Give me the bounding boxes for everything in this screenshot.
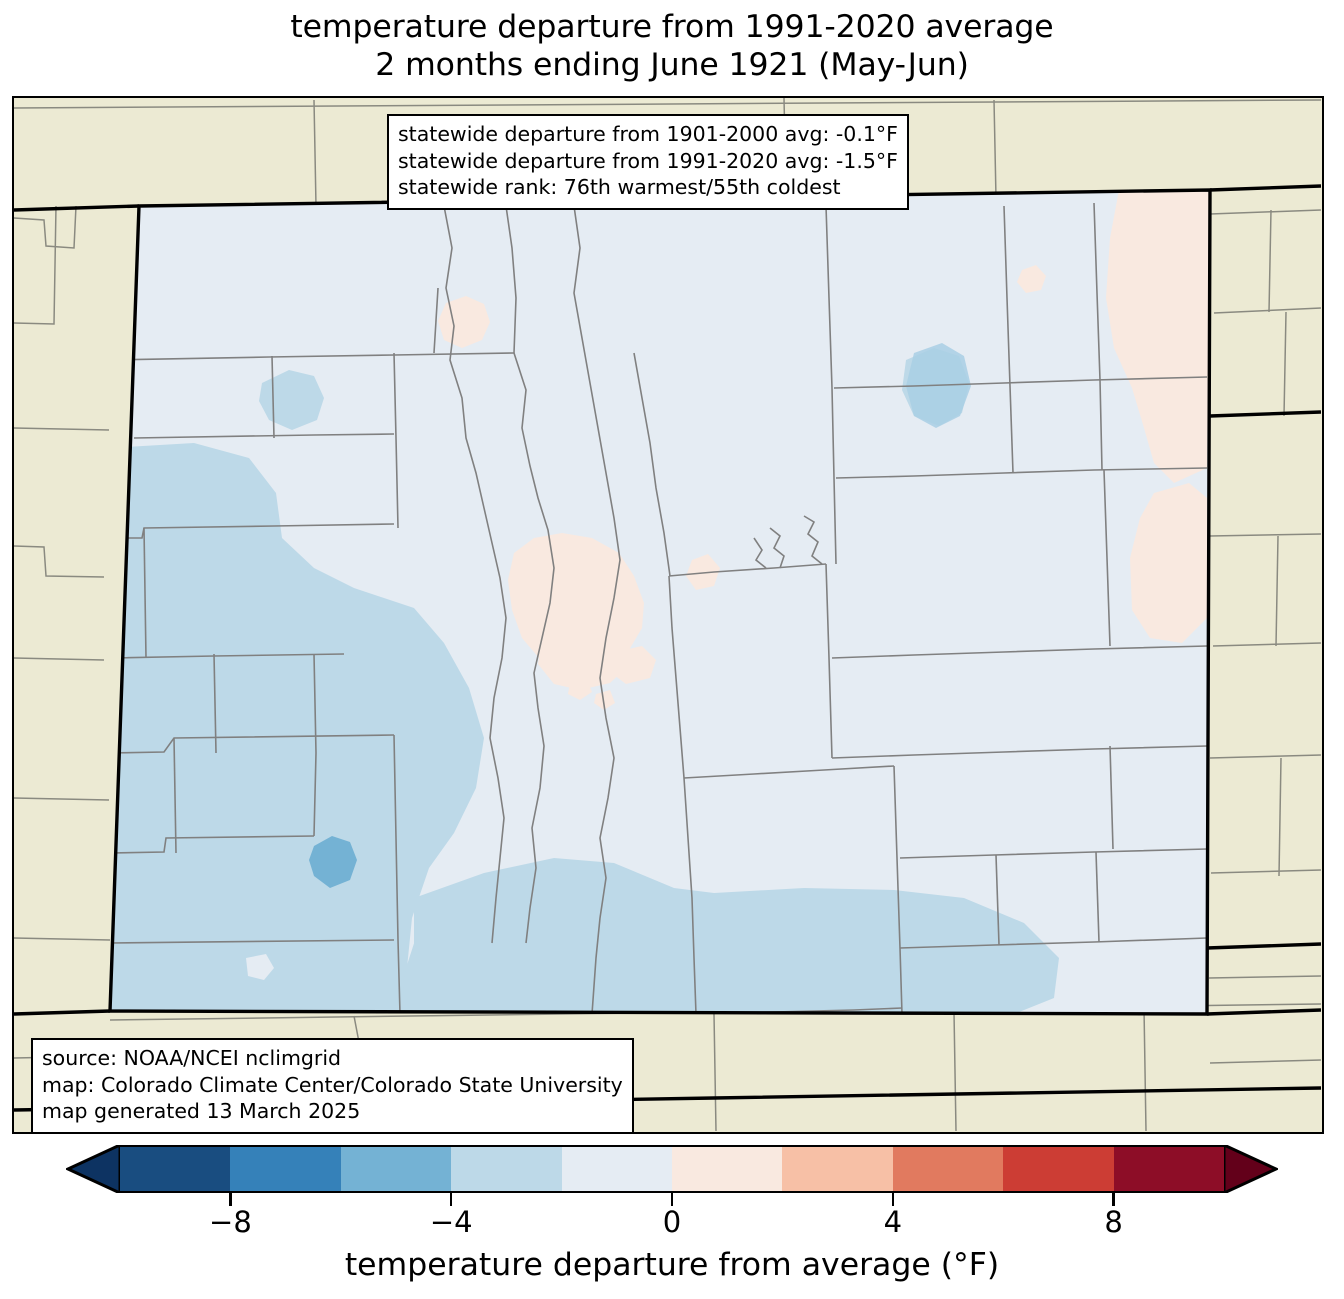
band-0-to-2-ne-dot [1017,265,1046,293]
colorbar-tick-label-1: −4 [429,1205,473,1239]
colorbar-band-7 [892,1147,1004,1191]
title-line-1: temperature departure from 1991-2020 ave… [290,9,1054,45]
source-line-1: source: NOAA/NCEI nclimgrid [42,1046,342,1070]
colorado-county-lines [110,202,1208,1014]
colorbar-tick-label-2: 0 [662,1205,682,1239]
colorbar-band-6 [782,1147,893,1191]
band-neg4-to-neg2-northpark [259,370,324,430]
colorbar-band-9 [1113,1147,1225,1191]
stats-line-2: statewide departure from 1991-2020 avg: … [398,148,898,173]
colorbar-row [66,1145,1278,1193]
colorbar-tick-2 [670,1193,674,1206]
colorbar-tick-labels: −8 −4 0 4 8 [0,1205,1344,1241]
band-0-to-2-east-north [1106,190,1210,483]
band-hole-sw [246,954,274,980]
source-line-3: map generated 13 March 2025 [42,1099,361,1124]
band-neg6-to-neg4-sanjuan [309,836,357,888]
band-0-to-2-east-mid [1130,483,1207,643]
colorbar: −8 −4 0 4 8 temperature departure from avera… [0,1145,1344,1299]
colorbar-tick-label-3: 4 [883,1205,903,1239]
colorbar-tick-0 [229,1193,232,1206]
colorbar-band-3 [451,1147,562,1191]
colorbar-tick-1 [449,1193,453,1206]
source-credit-box: source: NOAA/NCEI nclimgrid map: Colorad… [31,1038,634,1132]
colorbar-tick-label-0: −8 [209,1205,252,1239]
page-title: temperature departure from 1991-2020 ave… [0,8,1344,85]
colorbar-bands [120,1145,1225,1193]
stats-line-3: statewide rank: 76th warmest/55th coldes… [398,175,841,200]
colorbar-extend-high-arrow [1224,1145,1278,1193]
anomaly-field [110,190,1210,1014]
colorbar-band-2 [340,1147,452,1191]
colorbar-band-4 [561,1147,673,1191]
colorbar-tick-label-4: 8 [1104,1205,1123,1239]
colorbar-band-8 [1003,1147,1114,1191]
colorbar-band-5 [672,1147,783,1191]
title-line-2: 2 months ending June 1921 (May-Jun) [375,47,969,84]
colorbar-ticks [0,1193,1344,1211]
band-0-to-2-central-lower [538,626,626,690]
band-0-to-2-pikes [686,554,720,590]
colorbar-band-0 [120,1147,231,1191]
band-0-to-2-dot-b [594,690,615,710]
colorbar-extend-low-arrow [66,1145,120,1193]
colorbar-band-1 [230,1147,341,1191]
map-frame: statewide departure from 1901-2000 avg: … [12,96,1324,1134]
source-line-2: map: Colorado Climate Center/Colorado St… [42,1072,623,1097]
colorbar-axis-title: temperature departure from average (°F) [344,1247,1000,1283]
band-0-to-2-dot-a [568,678,592,700]
map-canvas [14,98,1322,1132]
band-0-to-2-central-east [610,646,656,684]
choropleth-map [14,98,1321,1131]
statewide-stats-box: statewide departure from 1901-2000 avg: … [387,114,909,210]
band-neg4-to-neg2-west [110,443,484,1014]
colorbar-tick-4 [1112,1193,1115,1206]
colorbar-tick-3 [891,1193,895,1206]
stats-line-1: statewide departure from 1901-2000 avg: … [398,122,898,146]
